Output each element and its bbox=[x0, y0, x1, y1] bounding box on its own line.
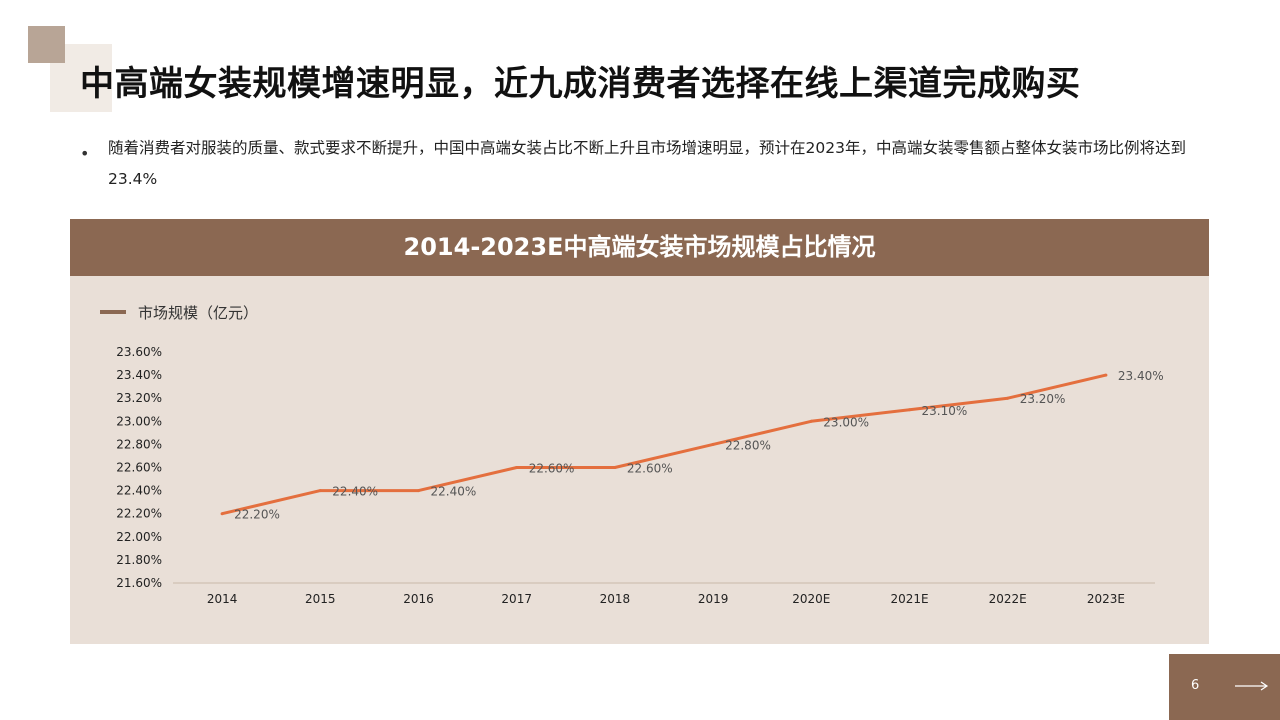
x-tick-label: 2015 bbox=[305, 592, 336, 606]
x-tick-label: 2023E bbox=[1087, 592, 1125, 606]
data-label: 23.00% bbox=[823, 415, 869, 429]
y-tick-label: 23.40% bbox=[116, 368, 162, 382]
x-tick-label: 2021E bbox=[890, 592, 928, 606]
y-tick-label: 23.00% bbox=[116, 414, 162, 428]
data-label: 22.20% bbox=[234, 508, 280, 522]
data-point bbox=[711, 442, 715, 446]
x-tick-label: 2020E bbox=[792, 592, 830, 606]
arrow-right-icon[interactable] bbox=[1235, 680, 1269, 692]
data-label: 23.40% bbox=[1118, 369, 1164, 383]
data-label: 22.60% bbox=[627, 462, 673, 476]
y-tick-label: 21.60% bbox=[116, 576, 162, 590]
page-footer: 6 bbox=[1169, 654, 1280, 720]
bullet-dot: • bbox=[80, 144, 90, 163]
chart-title: 2014-2023E中高端女装市场规模占比情况 bbox=[70, 219, 1209, 276]
data-label: 23.20% bbox=[1020, 392, 1066, 406]
chart-legend: 市场规模（亿元） bbox=[100, 302, 258, 322]
data-label: 22.40% bbox=[431, 485, 477, 499]
x-tick-label: 2016 bbox=[403, 592, 434, 606]
x-tick-label: 2019 bbox=[698, 592, 729, 606]
data-label: 22.80% bbox=[725, 438, 771, 452]
y-tick-label: 22.60% bbox=[116, 461, 162, 475]
legend-label: 市场规模（亿元） bbox=[138, 303, 259, 322]
x-tick-label: 2014 bbox=[207, 592, 238, 606]
chart-panel: 2014-2023E中高端女装市场规模占比情况 市场规模（亿元） 21.60% 2… bbox=[70, 219, 1209, 644]
bullet-text: 随着消费者对服装的质量、款式要求不断提升，中国中高端女装占比不断上升且市场增速明… bbox=[108, 139, 1186, 188]
y-tick-label: 22.00% bbox=[116, 530, 162, 544]
y-tick-label: 23.20% bbox=[116, 391, 162, 405]
data-label: 22.40% bbox=[332, 485, 378, 499]
series-line bbox=[221, 373, 1107, 516]
legend-swatch bbox=[100, 310, 126, 314]
data-point bbox=[1006, 396, 1010, 400]
y-tick-label: 21.80% bbox=[116, 553, 162, 567]
y-tick-label: 23.60% bbox=[116, 345, 162, 359]
data-label: 22.60% bbox=[529, 462, 575, 476]
data-point bbox=[220, 512, 224, 516]
data-point bbox=[1104, 373, 1108, 377]
data-point bbox=[809, 419, 813, 423]
x-tick-label: 2017 bbox=[501, 592, 532, 606]
data-point bbox=[417, 489, 420, 493]
x-tick-label: 2018 bbox=[600, 592, 631, 606]
y-tick-label: 22.80% bbox=[116, 437, 162, 451]
data-point bbox=[613, 466, 617, 469]
title-decoration-dark bbox=[28, 26, 65, 63]
y-tick-label: 22.40% bbox=[116, 484, 162, 498]
line-chart: 21.60% 21.80% 22.00% 22.20% 22.40% 22.60% 22.8… bbox=[116, 345, 1164, 606]
data-point bbox=[318, 489, 322, 493]
data-point bbox=[515, 466, 519, 469]
slide-title: 中高端女装规模增速明显，近九成消费者选择在线上渠道完成购买 bbox=[80, 64, 1081, 104]
data-label: 23.10% bbox=[922, 404, 968, 418]
data-point bbox=[908, 408, 911, 412]
page-number: 6 bbox=[1191, 678, 1200, 693]
y-tick-label: 22.20% bbox=[116, 507, 162, 521]
x-tick-label: 2022E bbox=[989, 592, 1027, 606]
